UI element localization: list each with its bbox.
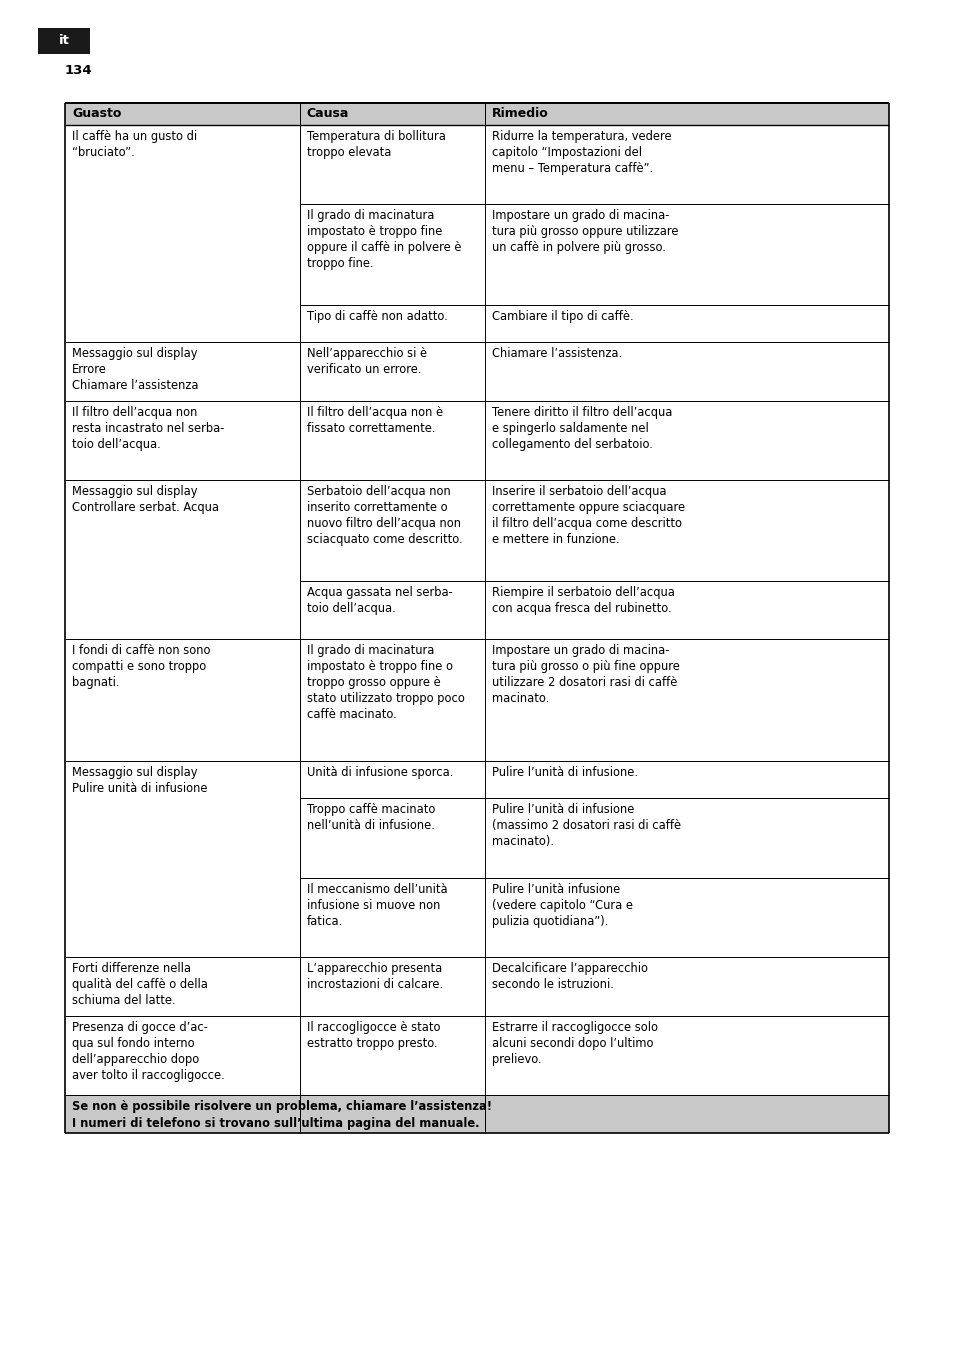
Text: Nell’apparecchio si è
verificato un errore.: Nell’apparecchio si è verificato un erro… — [307, 348, 427, 376]
Text: Estrarre il raccogligocce solo
alcuni secondi dopo l’ultimo
prelievo.: Estrarre il raccogligocce solo alcuni se… — [492, 1021, 658, 1066]
Text: Causa: Causa — [307, 107, 349, 121]
Text: Il grado di macinatura
impostato è troppo fine o
troppo grosso oppure è
stato ut: Il grado di macinatura impostato è tropp… — [307, 645, 464, 722]
Text: I fondi di caffè non sono
compatti e sono troppo
bagnati.: I fondi di caffè non sono compatti e son… — [71, 645, 211, 689]
Text: Tipo di caffè non adatto.: Tipo di caffè non adatto. — [307, 310, 447, 322]
Text: Impostare un grado di macina-
tura più grosso o più fine oppure
utilizzare 2 dos: Impostare un grado di macina- tura più g… — [492, 645, 679, 705]
Bar — [38, 28, 90, 54]
Text: Chiamare l’assistenza.: Chiamare l’assistenza. — [492, 348, 621, 360]
Text: L’apparecchio presenta
incrostazioni di calcare.: L’apparecchio presenta incrostazioni di … — [307, 963, 442, 991]
Text: Inserire il serbatoio dell’acqua
correttamente oppure sciacquare
il filtro dell’: Inserire il serbatoio dell’acqua corrett… — [492, 485, 684, 547]
Text: Temperatura di bollitura
troppo elevata: Temperatura di bollitura troppo elevata — [307, 130, 445, 158]
Text: Troppo caffè macinato
nell’unità di infusione.: Troppo caffè macinato nell’unità di infu… — [307, 803, 435, 833]
Text: Decalcificare l’apparecchio
secondo le istruzioni.: Decalcificare l’apparecchio secondo le i… — [492, 963, 647, 991]
Text: Pulire l’unità infusione
(vedere capitolo “Cura e
pulizia quotidiana”).: Pulire l’unità infusione (vedere capitol… — [492, 883, 633, 927]
Text: Tenere diritto il filtro dell’acqua
e spingerlo saldamente nel
collegamento del : Tenere diritto il filtro dell’acqua e sp… — [492, 406, 672, 451]
Text: Messaggio sul display
Pulire unità di infusione: Messaggio sul display Pulire unità di in… — [71, 765, 208, 795]
Text: Guasto: Guasto — [71, 107, 121, 121]
Text: Riempire il serbatoio dell’acqua
con acqua fresca del rubinetto.: Riempire il serbatoio dell’acqua con acq… — [492, 586, 675, 615]
Text: Il raccogligocce è stato
estratto troppo presto.: Il raccogligocce è stato estratto troppo… — [307, 1021, 440, 1049]
Text: Il meccanismo dell’unità
infusione si muove non
fatica.: Il meccanismo dell’unità infusione si mu… — [307, 883, 447, 927]
Text: it: it — [58, 34, 70, 46]
Text: Il caffè ha un gusto di
“bruciato”.: Il caffè ha un gusto di “bruciato”. — [71, 130, 197, 158]
Text: Il filtro dell’acqua non è
fissato correttamente.: Il filtro dell’acqua non è fissato corre… — [307, 406, 442, 435]
Text: 134: 134 — [65, 64, 92, 77]
Text: Pulire l’unità di infusione
(massimo 2 dosatori rasi di caffè
macinato).: Pulire l’unità di infusione (massimo 2 d… — [492, 803, 680, 848]
Bar — [65, 1095, 888, 1133]
Text: Impostare un grado di macina-
tura più grosso oppure utilizzare
un caffè in polv: Impostare un grado di macina- tura più g… — [492, 210, 678, 255]
Bar — [65, 103, 888, 125]
Text: Rimedio: Rimedio — [492, 107, 548, 121]
Text: Ridurre la temperatura, vedere
capitolo “Impostazioni del
menu – Temperatura caf: Ridurre la temperatura, vedere capitolo … — [492, 130, 671, 175]
Text: Presenza di gocce d’ac-
qua sul fondo interno
dell’apparecchio dopo
aver tolto i: Presenza di gocce d’ac- qua sul fondo in… — [71, 1021, 225, 1082]
Text: Se non è possibile risolvere un problema, chiamare l’assistenza!
I numeri di tel: Se non è possibile risolvere un problema… — [71, 1099, 492, 1129]
Text: Forti differenze nella
qualità del caffè o della
schiuma del latte.: Forti differenze nella qualità del caffè… — [71, 963, 208, 1007]
Text: Cambiare il tipo di caffè.: Cambiare il tipo di caffè. — [492, 310, 633, 322]
Text: Messaggio sul display
Controllare serbat. Acqua: Messaggio sul display Controllare serbat… — [71, 485, 219, 515]
Text: Unità di infusione sporca.: Unità di infusione sporca. — [307, 765, 453, 779]
Text: Il filtro dell’acqua non
resta incastrato nel serba-
toio dell’acqua.: Il filtro dell’acqua non resta incastrat… — [71, 406, 224, 451]
Text: Messaggio sul display
Errore
Chiamare l’assistenza: Messaggio sul display Errore Chiamare l’… — [71, 348, 198, 393]
Text: Il grado di macinatura
impostato è troppo fine
oppure il caffè in polvere è
trop: Il grado di macinatura impostato è tropp… — [307, 210, 461, 271]
Text: Serbatoio dell’acqua non
inserito correttamente o
nuovo filtro dell’acqua non
sc: Serbatoio dell’acqua non inserito corret… — [307, 485, 462, 547]
Text: Acqua gassata nel serba-
toio dell’acqua.: Acqua gassata nel serba- toio dell’acqua… — [307, 586, 452, 615]
Text: Pulire l’unità di infusione.: Pulire l’unità di infusione. — [492, 765, 638, 779]
